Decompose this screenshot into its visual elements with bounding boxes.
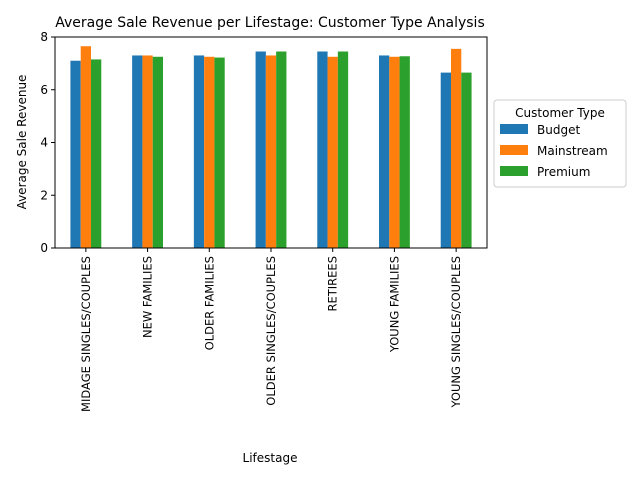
- x-axis-label: Lifestage: [243, 451, 298, 465]
- y-axis-label: Average Sale Revenue: [15, 75, 29, 210]
- bar-mainstream-1: [142, 55, 153, 249]
- bar-mainstream-3: [265, 55, 277, 249]
- chart-title: Average Sale Revenue per Lifestage: Cust…: [55, 15, 485, 31]
- legend-title: Customer Type: [515, 106, 605, 120]
- bar-premium-6: [461, 72, 472, 248]
- y-axis: 0 2 4 6 8: [40, 30, 55, 255]
- bar-budget-0: [70, 60, 81, 248]
- x-tick-label-0: MIDAGE SINGLES/COUPLES: [79, 256, 93, 412]
- x-tick-label-1: NEW FAMILIES: [141, 256, 155, 338]
- bar-mainstream-6: [451, 48, 462, 249]
- x-axis: MIDAGE SINGLES/COUPLES NEW FAMILIES OLDER …: [79, 248, 463, 412]
- x-tick-label-2: OLDER FAMILIES: [202, 256, 216, 350]
- bar-premium-1: [152, 56, 163, 248]
- bars-group: [70, 46, 472, 249]
- bar-mainstream-2: [204, 56, 215, 248]
- bar-mainstream-0: [80, 46, 91, 249]
- legend-swatch-mainstream: [500, 145, 528, 155]
- y-tick-label-4: 8: [40, 30, 48, 44]
- legend-label-premium: Premium: [537, 165, 590, 179]
- legend-swatch-budget: [500, 124, 528, 134]
- bar-budget-2: [193, 55, 205, 249]
- legend-box: [493, 99, 627, 188]
- bar-mainstream-4: [327, 56, 338, 248]
- bar-premium-4: [337, 51, 349, 248]
- bar-budget-1: [132, 55, 143, 249]
- x-tick-label-4: RETIREES: [326, 256, 340, 312]
- legend-label-mainstream: Mainstream: [537, 144, 608, 158]
- y-tick-label-2: 4: [40, 136, 48, 150]
- bar-budget-3: [255, 51, 266, 248]
- legend: Customer Type Budget Mainstream Premium: [493, 99, 627, 188]
- bar-premium-5: [399, 56, 410, 248]
- legend-swatch-premium: [500, 166, 528, 176]
- bar-budget-6: [440, 72, 451, 248]
- y-tick-label-3: 6: [40, 83, 48, 97]
- bar-budget-5: [379, 55, 390, 249]
- legend-label-budget: Budget: [537, 123, 580, 137]
- bar-mainstream-5: [389, 56, 400, 248]
- x-tick-label-3: OLDER SINGLES/COUPLES: [264, 256, 278, 406]
- y-tick-label-0: 0: [40, 241, 48, 255]
- bar-premium-2: [214, 57, 225, 249]
- x-tick-label-6: YOUNG SINGLES/COUPLES: [449, 256, 463, 409]
- bar-premium-3: [276, 51, 287, 248]
- bar-budget-4: [317, 51, 328, 248]
- x-tick-label-5: YOUNG FAMILIES: [387, 256, 401, 353]
- y-tick-label-1: 2: [40, 188, 48, 202]
- bar-premium-0: [91, 59, 102, 249]
